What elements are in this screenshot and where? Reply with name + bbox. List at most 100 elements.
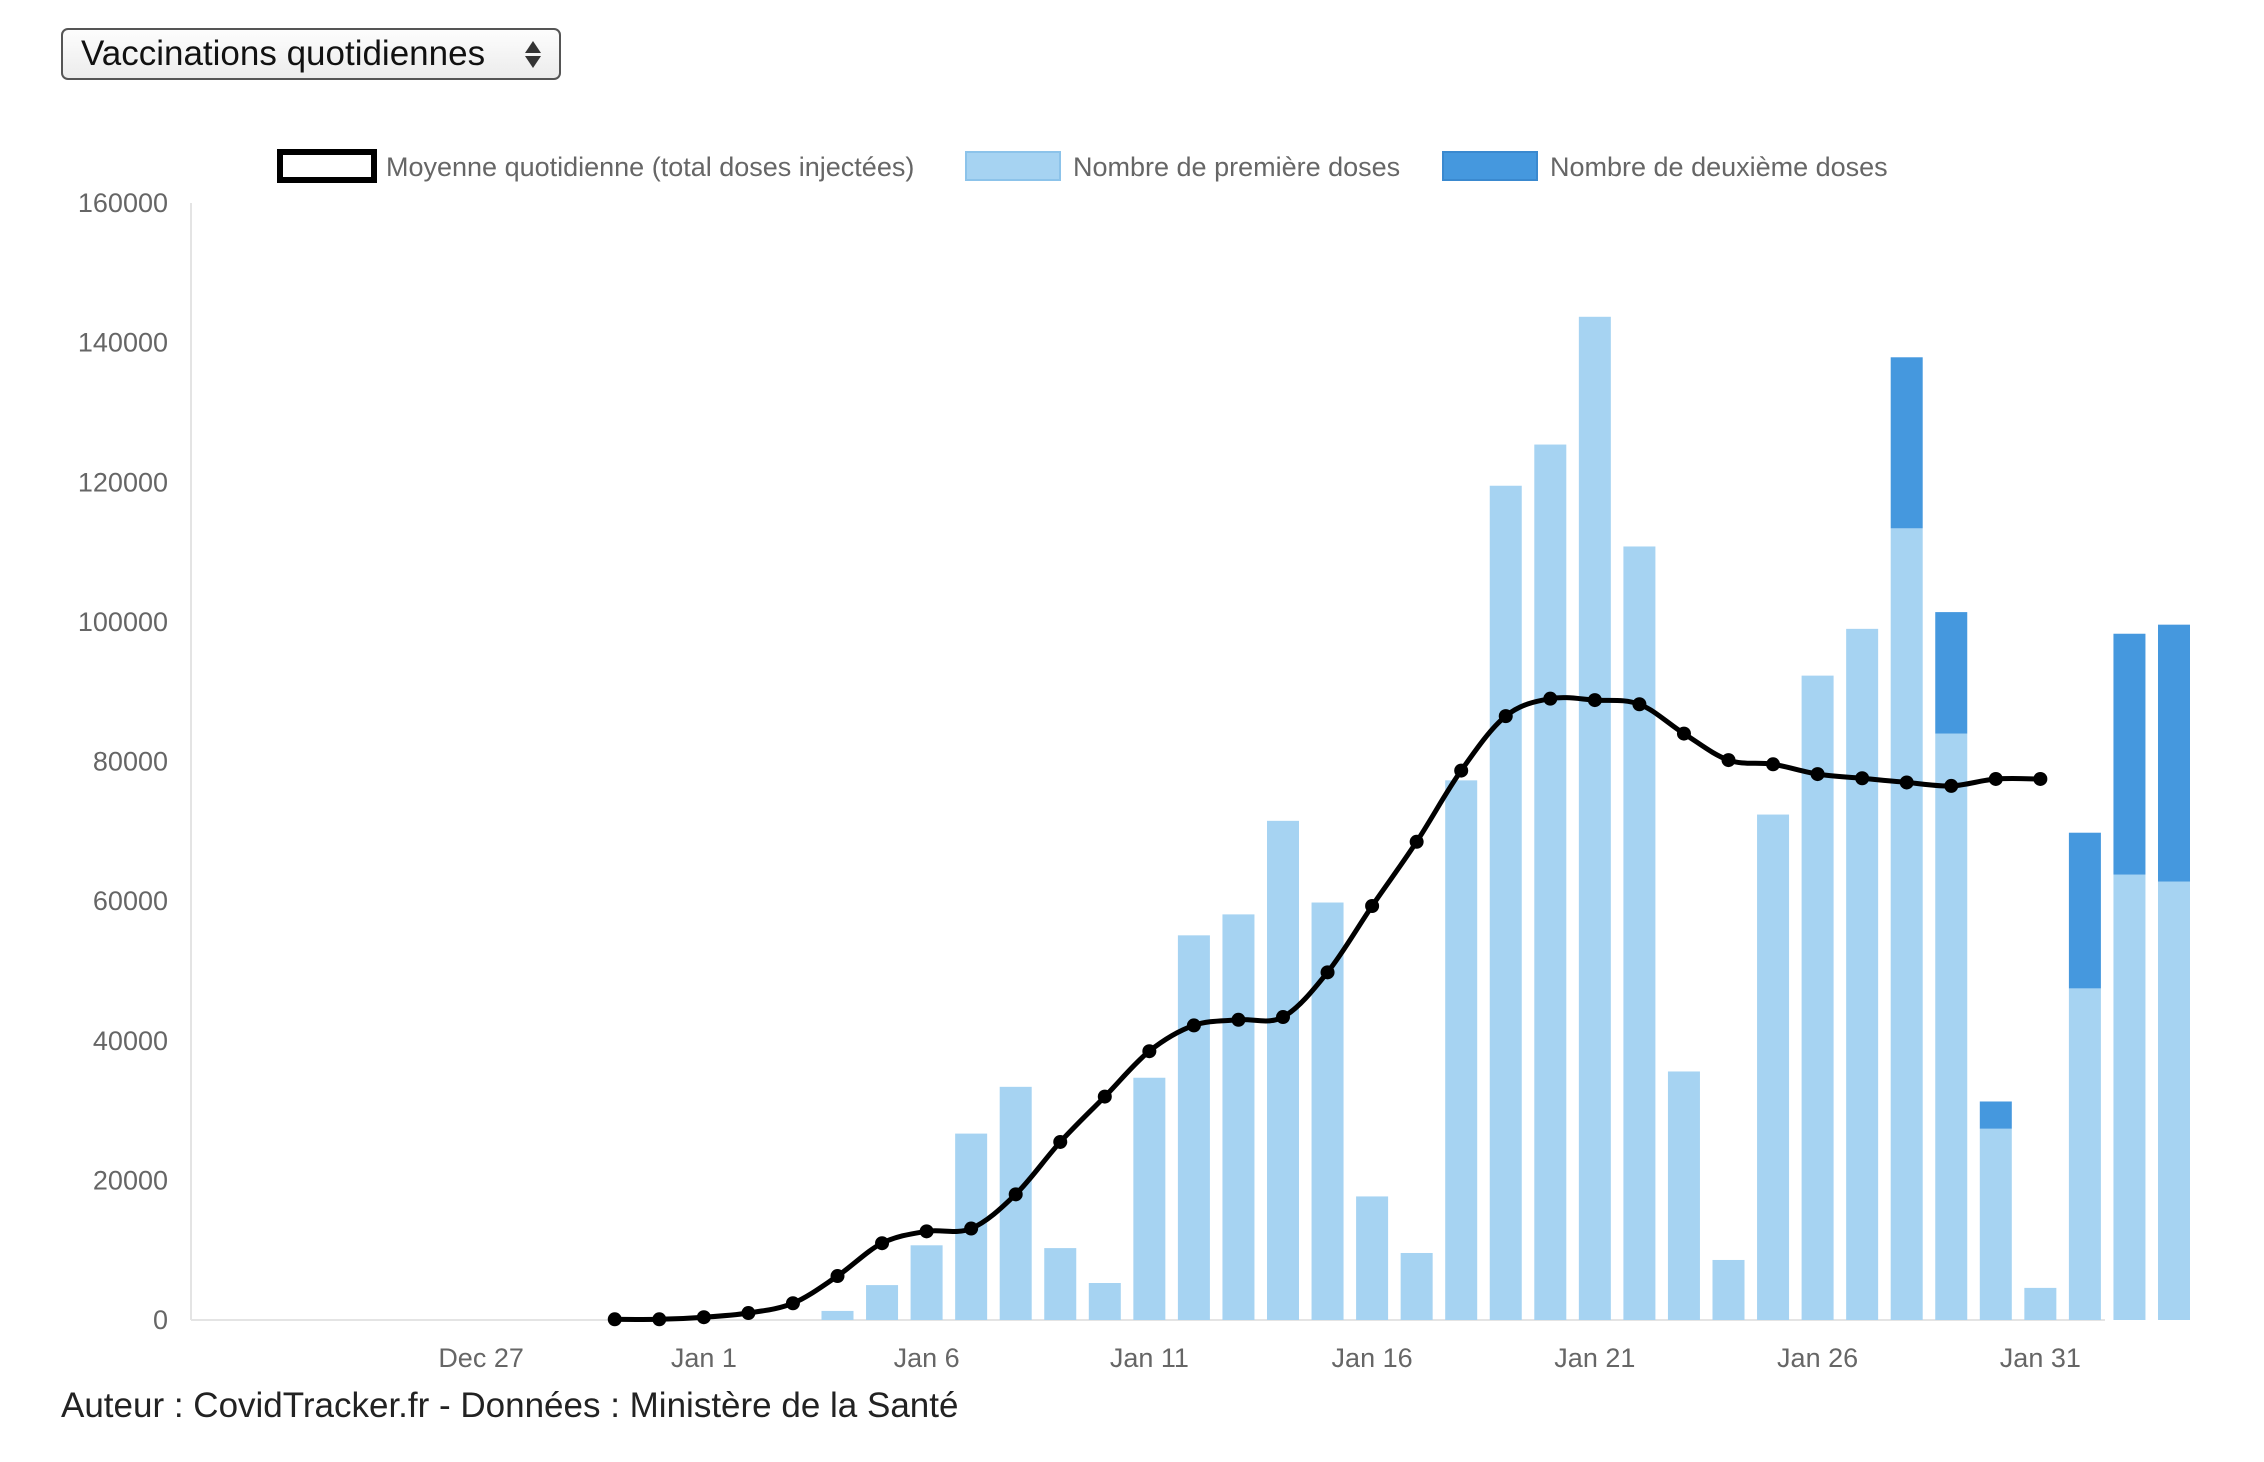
average-point	[1186, 1018, 1201, 1033]
average-point	[1587, 693, 1602, 708]
legend-label-average: Moyenne quotidienne (total doses injecté…	[386, 152, 914, 182]
legend-label-second-dose: Nombre de deuxième doses	[1550, 152, 1888, 182]
bar-first-dose	[2113, 874, 2146, 1320]
average-point	[1810, 767, 1825, 782]
legend-label-first-dose: Nombre de première doses	[1073, 152, 1400, 182]
average-point	[1409, 834, 1424, 849]
bar-first-dose	[1890, 528, 1923, 1320]
x-tick-label: Jan 31	[2000, 1343, 2081, 1373]
y-tick-label: 80000	[93, 747, 168, 777]
bar-first-dose	[1757, 814, 1790, 1320]
legend-swatch-first-dose	[965, 151, 1061, 181]
average-point	[830, 1269, 845, 1284]
bar-first-dose	[1534, 444, 1567, 1320]
average-point	[1988, 771, 2003, 786]
bar-first-dose	[1311, 902, 1344, 1320]
bar-first-dose	[2158, 881, 2190, 1320]
legend-swatch-average	[277, 149, 377, 183]
x-tick-label: Jan 1	[671, 1343, 737, 1373]
bar-second-dose	[1935, 612, 1968, 734]
average-point	[1231, 1012, 1246, 1027]
bar-first-dose	[866, 1285, 899, 1320]
average-point	[1053, 1134, 1068, 1149]
bar-first-dose	[2024, 1287, 2057, 1320]
y-tick-label: 100000	[78, 607, 168, 637]
bar-first-dose	[1400, 1252, 1433, 1320]
y-axis-ticks: 0 20000 40000 60000 80000 100000 120000 140000 1…	[78, 188, 168, 1335]
average-point	[1276, 1010, 1290, 1025]
bar-first-dose	[1222, 914, 1255, 1320]
bar-second-dose	[1979, 1101, 2012, 1129]
chart-legend: Moyenne quotidienne (total doses injecté…	[277, 149, 1888, 183]
average-point	[1097, 1089, 1112, 1104]
select-arrows-icon	[513, 40, 553, 68]
bar-second-dose	[2068, 832, 2101, 989]
bar-first-dose	[1044, 1248, 1077, 1320]
average-point	[785, 1296, 800, 1311]
x-tick-label: Jan 26	[1777, 1343, 1858, 1373]
bar-first-dose	[1267, 820, 1299, 1320]
average-line-series	[607, 691, 2048, 1327]
average-point	[741, 1306, 756, 1321]
x-tick-label: Jan 16	[1332, 1343, 1413, 1373]
bar-first-dose	[1489, 485, 1522, 1321]
y-tick-label: 160000	[78, 188, 168, 218]
y-tick-label: 60000	[93, 886, 168, 916]
bar-first-dose	[1801, 675, 1834, 1320]
y-tick-label: 0	[153, 1305, 168, 1335]
bar-first-dose	[1979, 1128, 2012, 1320]
x-tick-label: Jan 11	[1110, 1343, 1189, 1373]
bar-first-dose	[821, 1310, 854, 1320]
bar-second-dose	[2158, 624, 2190, 882]
source-credit: Auteur : CovidTracker.fr - Données : Min…	[61, 1386, 959, 1425]
y-tick-label: 20000	[93, 1165, 168, 1195]
average-point	[696, 1310, 711, 1325]
bar-first-dose	[2068, 988, 2101, 1320]
bar-first-dose	[910, 1245, 943, 1320]
bar-first-dose	[1667, 1071, 1700, 1320]
x-axis-ticks: Dec 27 Jan 1 Jan 6 Jan 11 Jan 16 Jan 21 Jan 26…	[438, 1343, 2081, 1373]
average-point	[919, 1224, 934, 1239]
bar-first-dose	[1846, 628, 1879, 1320]
x-tick-label: Jan 21	[1554, 1343, 1635, 1373]
average-point	[1543, 691, 1558, 706]
average-point	[2033, 771, 2048, 786]
average-point	[1899, 775, 1914, 790]
average-point	[1008, 1187, 1023, 1202]
bar-first-dose	[1177, 935, 1210, 1320]
bar-first-dose	[1133, 1077, 1166, 1320]
average-point	[1142, 1044, 1157, 1059]
y-tick-label: 120000	[78, 467, 168, 497]
bar-first-dose	[1578, 316, 1611, 1320]
bar-series	[821, 316, 2190, 1321]
x-tick-label: Dec 27	[438, 1343, 524, 1373]
bar-first-dose	[1088, 1282, 1121, 1320]
bar-first-dose	[1935, 733, 1968, 1320]
average-point	[1855, 771, 1870, 786]
average-point	[1944, 778, 1959, 793]
bar-second-dose	[2113, 633, 2146, 875]
chart-type-select[interactable]: Vaccinations quotidiennes	[61, 28, 561, 80]
average-point	[1766, 757, 1781, 772]
average-point	[964, 1221, 979, 1236]
average-point	[652, 1312, 667, 1327]
legend-swatch-second-dose	[1442, 151, 1538, 181]
select-value: Vaccinations quotidiennes	[81, 34, 486, 73]
bar-second-dose	[1890, 357, 1923, 529]
average-point	[875, 1236, 890, 1251]
average-point	[1454, 763, 1469, 778]
average-point	[607, 1312, 622, 1327]
x-tick-label: Jan 6	[894, 1343, 960, 1373]
bar-first-dose	[1356, 1196, 1389, 1320]
average-point	[1320, 965, 1335, 980]
bar-first-dose	[1445, 780, 1478, 1320]
y-tick-label: 140000	[78, 328, 168, 358]
average-point	[1721, 753, 1736, 768]
bar-first-dose	[1712, 1259, 1745, 1320]
bar-first-dose	[1623, 546, 1656, 1320]
average-point	[1632, 697, 1647, 712]
average-point	[1365, 899, 1380, 914]
average-point	[1676, 726, 1691, 741]
y-tick-label: 40000	[93, 1026, 168, 1056]
